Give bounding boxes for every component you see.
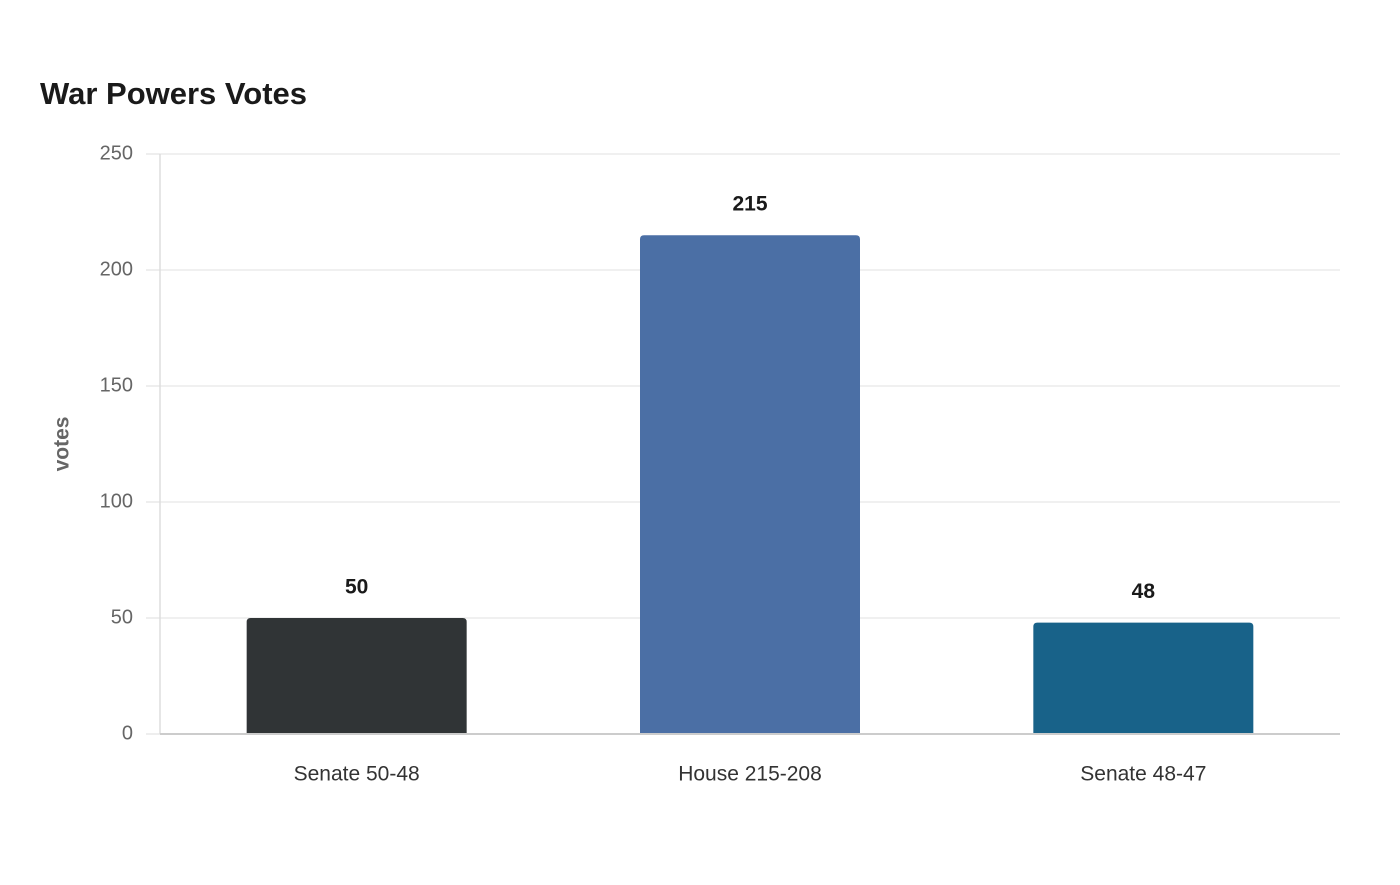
bar [1033,622,1254,734]
data-label: 215 [732,193,767,216]
data-label: 50 [345,576,368,599]
x-tick-label: Senate 48-47 [1080,763,1206,786]
y-tick-label: 100 [100,490,133,512]
y-tick-label: 250 [100,142,133,164]
y-tick-label: 150 [100,374,133,396]
y-axis-label: votes [51,417,74,472]
chart-title: War Powers Votes [40,76,307,111]
bar [640,235,860,734]
y-tick-label: 50 [111,606,133,628]
y-tick-label: 0 [122,722,133,744]
x-tick-label: Senate 50-48 [294,763,420,786]
x-tick-label: House 215-208 [678,763,822,786]
y-tick-label: 200 [100,258,133,280]
data-label: 48 [1132,580,1156,603]
bar [246,618,467,734]
